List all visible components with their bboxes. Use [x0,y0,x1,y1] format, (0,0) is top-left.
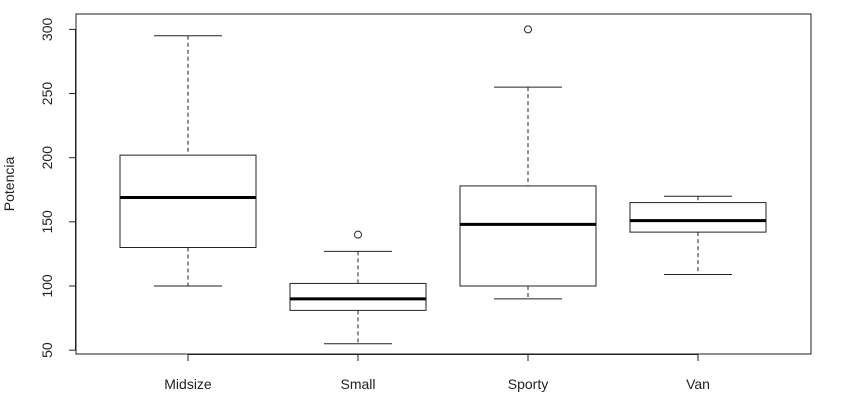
x-tick-label-van: Van [686,376,710,392]
box-sporty [459,25,597,300]
box-body-sporty [459,185,597,287]
x-tick-label-sporty: Sporty [508,376,548,392]
box-body-van [629,202,767,233]
y-axis: 50 100 150 200 250 300 [39,18,76,358]
box-body-small [289,282,427,311]
x-tick-label-midsize: Midsize [164,376,212,392]
y-tick-label-200: 200 [39,146,55,170]
y-tick-label-300: 300 [39,18,55,42]
box-midsize [119,35,257,287]
y-tick-label-100: 100 [39,274,55,298]
y-tick-label-150: 150 [39,210,55,234]
x-tick-label-small: Small [340,376,375,392]
outlier-point-sporty-0 [524,25,532,34]
box-small [289,230,427,345]
y-axis-label: Potencia [1,157,17,212]
y-tick-label-250: 250 [39,82,55,106]
box-van [629,195,767,275]
y-tick-label-50: 50 [39,342,55,358]
box-group [119,25,767,345]
x-axis: Midsize Small Sporty Van [164,354,710,392]
outlier-point-small-0 [354,230,362,239]
box-body-midsize [119,154,257,249]
